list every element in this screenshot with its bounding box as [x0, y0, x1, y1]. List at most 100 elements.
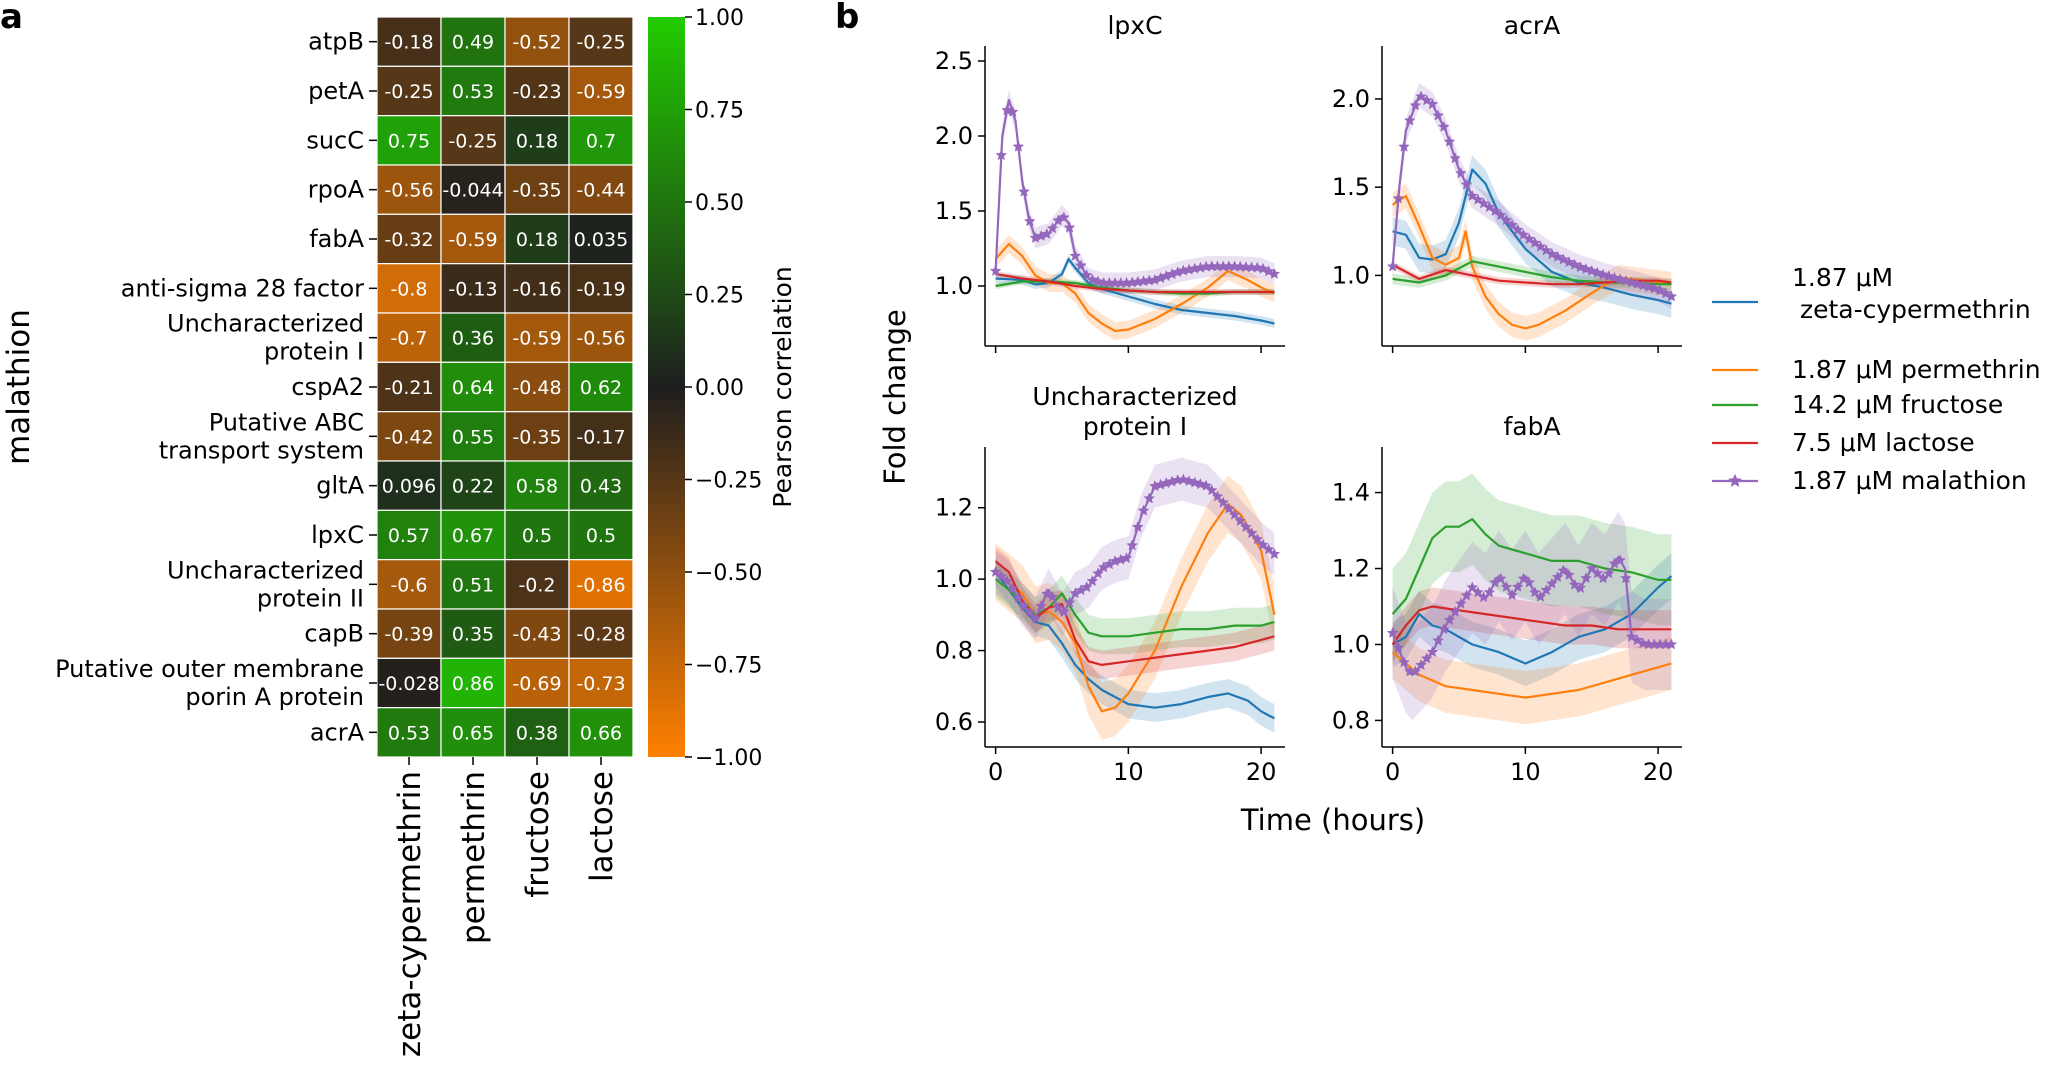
- malathion-marker: [1494, 209, 1507, 221]
- series-band-permethrin: [1392, 183, 1672, 341]
- malathion-marker: [1251, 533, 1264, 545]
- malathion-marker: [1500, 580, 1513, 592]
- row-label: gltA: [316, 472, 364, 500]
- heatmap-cell: [376, 16, 442, 67]
- malathion-marker: [1012, 140, 1025, 152]
- heatmap-cell-value: 0.7: [586, 130, 616, 152]
- heatmap-cell-value: 0.67: [452, 525, 494, 547]
- malathion-marker: [1432, 109, 1445, 121]
- subplot-title: acrA: [1504, 11, 1560, 40]
- heatmap-cell-value: 0.62: [580, 377, 622, 399]
- heatmap-cell-value: -0.52: [512, 32, 561, 54]
- heatmap-cell: [504, 115, 570, 166]
- malathion-marker: [1426, 98, 1439, 110]
- row-label: fabA: [309, 225, 364, 253]
- malathion-marker: [1086, 575, 1099, 587]
- heatmap-cell-value: -0.6: [390, 574, 427, 596]
- colorbar-tick-label: −0.75: [695, 654, 762, 679]
- heatmap-cell-value: -0.18: [384, 32, 433, 54]
- colorbar-tick-label: 0.50: [695, 191, 744, 216]
- series-line-lactose: [995, 272, 1275, 294]
- heatmap-cell-value: -0.7: [390, 328, 427, 350]
- malathion-marker: [1143, 492, 1156, 504]
- series-band-permethrin: [1392, 625, 1672, 725]
- malathion-marker: [1563, 568, 1575, 581]
- row-label: protein II: [257, 584, 364, 612]
- malathion-marker: [1523, 576, 1536, 588]
- column-label: zeta-cypermethrin: [392, 771, 428, 1057]
- row-label: petA: [308, 77, 364, 105]
- heatmap-cell-value: 0.22: [452, 476, 494, 498]
- y-tick-label: 1.4: [1332, 479, 1370, 507]
- malathion-marker: [1234, 514, 1247, 526]
- y-tick-label: 1.5: [1332, 173, 1370, 201]
- malathion-marker: [1063, 221, 1076, 233]
- malathion-marker: [1506, 588, 1518, 601]
- malathion-marker: [1262, 543, 1275, 555]
- malathion-marker: [1251, 261, 1264, 273]
- heatmap-cell: [504, 312, 570, 363]
- heatmap-cell: [440, 559, 506, 610]
- legend-label: 1.87 μM permethrin: [1792, 355, 2041, 384]
- malathion-marker: [1420, 652, 1433, 664]
- malathion-marker: [1137, 504, 1150, 516]
- y-tick-label: 1.0: [1332, 630, 1370, 658]
- malathion-marker: [1046, 590, 1059, 602]
- malathion-marker: [1443, 613, 1456, 626]
- legend-entry: 14.2 μM fructose: [1712, 390, 2003, 419]
- series-line-zeta-cypermethrin: [1392, 168, 1672, 305]
- heatmap-cell: [568, 312, 634, 363]
- malathion-marker: [1035, 600, 1048, 612]
- heatmap-cell-value: -0.23: [512, 81, 561, 103]
- heatmap-cell: [376, 411, 442, 462]
- heatmap-cell-value: 0.49: [452, 32, 494, 54]
- heatmap-cell-value: -0.43: [512, 624, 561, 646]
- colorbar-tick-label: −0.50: [695, 561, 762, 586]
- heatmap-cell: [440, 361, 506, 413]
- row-label: capB: [304, 620, 364, 648]
- x-tick-label: 10: [1113, 758, 1144, 786]
- series-band-malathion: [995, 89, 1275, 294]
- malathion-marker: [1386, 260, 1399, 272]
- panel-label-b: b: [835, 0, 859, 37]
- heatmap-cell-value: -0.59: [512, 328, 561, 350]
- heatmap-cell-value: 0.36: [452, 328, 494, 350]
- malathion-marker: [1409, 99, 1422, 111]
- malathion-marker: [1092, 567, 1104, 579]
- malathion-marker: [1386, 626, 1399, 639]
- subplot: 0.8 1.0 1.2 1.4 0 10 20 fabA: [1332, 412, 1682, 786]
- malathion-marker: [1126, 539, 1139, 551]
- heatmap-cell-value: -0.39: [384, 624, 433, 646]
- malathion-marker: [1460, 178, 1473, 190]
- y-tick-label: 0.8: [1332, 706, 1370, 734]
- series-line-permethrin: [1391, 651, 1672, 699]
- heatmap-cell-value: -0.13: [448, 278, 497, 300]
- malathion-marker: [1058, 211, 1070, 223]
- heatmap-cell: [568, 213, 634, 265]
- heatmap-cell-value: 0.51: [452, 574, 494, 596]
- malathion-marker: [1602, 567, 1615, 579]
- malathion-marker: [1483, 586, 1496, 598]
- malathion-marker: [1517, 228, 1530, 240]
- x-tick-label: 10: [1510, 758, 1541, 786]
- subplot-title: protein I: [1083, 412, 1187, 441]
- legend-label: 14.2 μM fructose: [1792, 390, 2003, 419]
- malathion-marker: [1018, 185, 1030, 197]
- heatmap-cell-value: -0.42: [384, 426, 433, 448]
- y-tick-label: 2.0: [1332, 85, 1370, 113]
- malathion-marker: [1500, 214, 1513, 226]
- row-label: Uncharacterized: [167, 556, 364, 584]
- y-tick-label: 0.6: [935, 708, 973, 736]
- heatmap-cell-value: 0.35: [452, 624, 494, 646]
- row-label: lpxC: [311, 521, 364, 549]
- series-band-lactose: [995, 547, 1275, 680]
- x-tick-label: 20: [1246, 758, 1277, 786]
- malathion-marker: [1069, 249, 1082, 261]
- legend-entry: 7.5 μM lactose: [1712, 428, 1975, 457]
- y-tick-label: 1.2: [1332, 555, 1370, 583]
- malathion-marker: [1409, 665, 1422, 677]
- column-label: fructose: [520, 771, 556, 898]
- heatmap-cell: [440, 312, 506, 363]
- heatmap-cell: [568, 707, 634, 758]
- heatmap-cell-value: -0.25: [384, 81, 433, 103]
